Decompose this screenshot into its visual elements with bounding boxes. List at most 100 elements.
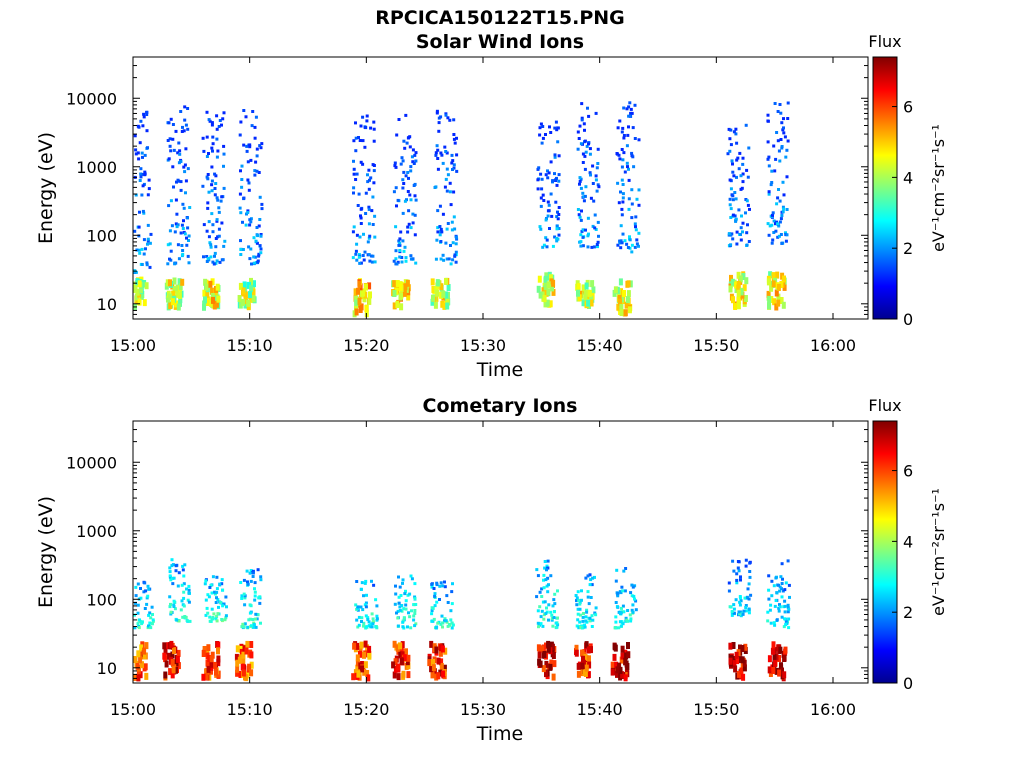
heatmap-cell (727, 127, 731, 131)
heatmap-cell (782, 671, 787, 679)
heatmap-cell (747, 607, 751, 611)
heatmap-cell (780, 146, 784, 150)
heatmap-cell (147, 613, 151, 617)
heatmap-cell (596, 220, 600, 224)
heatmap-cell (438, 225, 442, 228)
heatmap-cell (172, 605, 176, 608)
heatmap-cell (556, 140, 560, 144)
heatmap-cell (736, 560, 740, 563)
heatmap-cell (171, 137, 175, 141)
heatmap-cell (773, 604, 777, 608)
heatmap-cell (143, 153, 147, 157)
heatmap-cell (736, 284, 741, 292)
heatmap-cell (215, 114, 219, 118)
heatmap-cell (434, 257, 438, 261)
heatmap-cell (172, 576, 176, 580)
heatmap-cell (357, 253, 361, 256)
heatmap-cell (444, 113, 448, 117)
heatmap-cell (774, 289, 779, 297)
heatmap-cell (443, 617, 447, 621)
heatmap-cell (356, 287, 360, 295)
heatmap-cell (779, 281, 784, 288)
heatmap-cell (441, 212, 445, 216)
heatmap-cell (743, 643, 748, 651)
heatmap-cell (576, 662, 581, 670)
heatmap-cell (258, 595, 262, 599)
heatmap-cell (175, 225, 179, 229)
heatmap-cell (427, 659, 432, 667)
heatmap-cell (369, 622, 373, 626)
heatmap-cell (741, 230, 744, 234)
heatmap-cell (784, 623, 788, 627)
heatmap-cell (363, 661, 368, 669)
heatmap-cell (213, 254, 216, 258)
heatmap-cell (400, 609, 404, 613)
heatmap-cell (370, 209, 374, 213)
heatmap-cell (626, 246, 630, 249)
heatmap-cell (168, 144, 172, 148)
heatmap-cell (448, 181, 452, 185)
heatmap-cell (214, 668, 218, 676)
heatmap-cell (140, 193, 144, 197)
heatmap-cell (578, 182, 581, 186)
heatmap-cell (357, 136, 360, 139)
heatmap-cell (589, 173, 592, 177)
heatmap-cell (215, 619, 219, 623)
heatmap-cell (174, 659, 179, 667)
heatmap-cell (546, 288, 551, 296)
heatmap-cell (403, 592, 407, 596)
heatmap-cell (541, 245, 545, 249)
heatmap-cell (780, 214, 784, 217)
heatmap-cell (366, 240, 370, 244)
heatmap-cell (169, 199, 173, 203)
heatmap-cell (402, 289, 407, 297)
heatmap-cell (543, 600, 547, 604)
heatmap-cell (584, 150, 588, 154)
heatmap-cell (244, 115, 248, 119)
heatmap-cell (222, 152, 226, 156)
heatmap-cell (579, 240, 583, 244)
heatmap-cell (183, 615, 187, 618)
heatmap-cell (770, 181, 774, 184)
heatmap-cell (786, 603, 790, 607)
heatmap-cell (780, 562, 784, 566)
heatmap-cell (355, 242, 359, 246)
heatmap-cell (747, 597, 751, 601)
heatmap-cell (557, 154, 561, 158)
heatmap-cell (142, 211, 146, 215)
heatmap-cell (188, 619, 192, 623)
heatmap-cell (216, 149, 220, 153)
heatmap-cell (542, 617, 546, 621)
heatmap-cell (358, 261, 362, 265)
heatmap-cell (396, 609, 400, 613)
heatmap-cell (361, 139, 365, 143)
heatmap-cell (369, 176, 373, 180)
heatmap-cell (222, 164, 225, 168)
heatmap-cell (769, 603, 773, 607)
heatmap-cell (211, 135, 215, 139)
heatmap-cell (138, 141, 142, 145)
heatmap-cell (441, 584, 445, 588)
heatmap-cell (580, 118, 584, 122)
y-tick-label: 10 (97, 659, 117, 678)
heatmap-cell (246, 160, 250, 164)
heatmap-cell (581, 284, 586, 292)
colorbar-tick-label: 6 (903, 98, 913, 117)
heatmap-cell (627, 178, 631, 182)
heatmap-cell (773, 623, 777, 627)
heatmap-cell (207, 190, 211, 194)
heatmap-cell (591, 164, 595, 168)
heatmap-cell (352, 225, 356, 229)
heatmap-cell (546, 281, 551, 289)
heatmap-cell (144, 672, 149, 680)
heatmap-cell (371, 223, 375, 226)
heatmap-cell (409, 254, 413, 258)
heatmap-cell (180, 130, 184, 133)
heatmap-cell (630, 188, 634, 192)
heatmap-cell (579, 186, 583, 190)
heatmap-cell (613, 286, 618, 294)
heatmap-cell (433, 604, 437, 608)
heatmap-cell (540, 587, 544, 591)
heatmap-cell (618, 590, 622, 594)
heatmap-cell (619, 239, 623, 243)
